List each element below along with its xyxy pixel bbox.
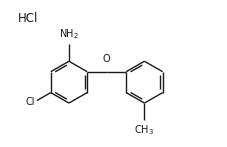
Text: HCl: HCl [18,12,38,25]
Text: NH$_2$: NH$_2$ [59,27,79,41]
Text: Cl: Cl [26,97,35,107]
Text: CH$_3$: CH$_3$ [134,123,154,137]
Text: O: O [102,54,110,64]
